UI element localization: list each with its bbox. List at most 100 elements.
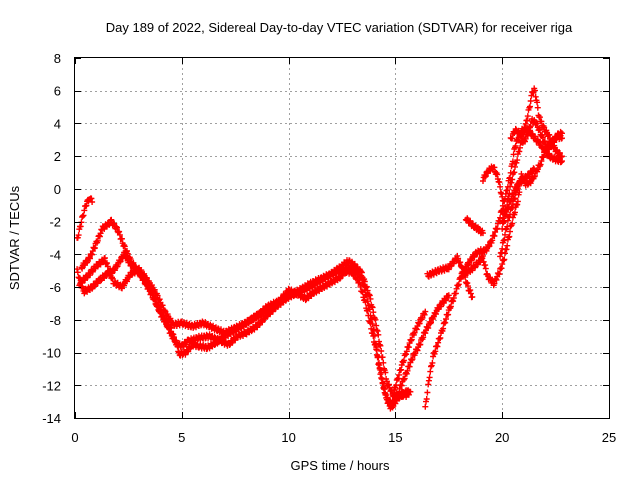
data-point — [80, 212, 87, 219]
data-track — [74, 195, 96, 241]
plot-frame — [74, 57, 610, 419]
data-point — [524, 113, 531, 120]
data-point — [424, 389, 431, 396]
data-point — [371, 332, 378, 339]
axis-ticks — [75, 58, 610, 419]
chart-title: Day 189 of 2022, Sidereal Day-to-day VTE… — [106, 20, 573, 35]
data-point — [74, 269, 81, 276]
data-track — [462, 215, 486, 237]
data-point — [512, 209, 518, 216]
data-track — [390, 308, 429, 399]
data-point — [406, 363, 413, 370]
data-track — [480, 163, 508, 217]
data-point — [75, 232, 82, 239]
data-point — [527, 123, 534, 130]
data-point — [507, 228, 513, 235]
data-point — [445, 292, 452, 299]
data-point — [501, 236, 508, 243]
data-point — [504, 242, 511, 249]
data-point — [499, 197, 506, 204]
x-tick-labels: 0 5 10 15 20 25 — [71, 430, 616, 445]
data-point — [422, 403, 429, 410]
data-point — [527, 103, 533, 110]
x-tick-label: 15 — [388, 430, 402, 445]
data-point — [372, 316, 379, 323]
y-tick-label: 4 — [54, 116, 61, 131]
data-point — [111, 220, 118, 227]
data-point — [79, 265, 86, 272]
data-point — [423, 396, 430, 402]
data-point — [501, 256, 508, 263]
data-point — [380, 359, 387, 366]
data-point — [379, 354, 386, 361]
data-point — [367, 295, 374, 302]
data-point — [480, 230, 486, 237]
data-point — [121, 243, 128, 250]
y-tick-label: 2 — [54, 149, 61, 164]
data-point — [422, 308, 429, 315]
data-point — [148, 282, 155, 289]
y-tick-label: -14 — [42, 411, 61, 426]
data-point — [400, 376, 407, 383]
data-track — [424, 252, 476, 301]
data-point — [511, 169, 518, 176]
data-point — [514, 157, 521, 164]
data-point — [117, 258, 124, 265]
data-point — [77, 223, 84, 230]
data-point — [506, 190, 513, 197]
data-point — [532, 87, 538, 94]
data-point — [482, 265, 489, 272]
data-point — [143, 275, 150, 281]
data-point — [167, 324, 174, 331]
data-point — [507, 198, 514, 205]
data-point — [429, 359, 436, 366]
x-tick-label: 25 — [602, 430, 616, 445]
data-point — [369, 321, 376, 328]
data-track — [396, 292, 452, 392]
data-point — [390, 392, 397, 399]
data-track — [78, 216, 412, 408]
data-point — [376, 364, 383, 371]
data-track — [76, 255, 414, 400]
data-point — [514, 198, 521, 205]
x-tick-label: 20 — [495, 430, 509, 445]
data-point — [531, 166, 538, 173]
data-point — [407, 388, 414, 395]
data-point — [527, 98, 534, 104]
y-tick-labels: -14 -12 -10 -8 -6 -4 -2 0 2 4 6 8 — [42, 51, 61, 426]
data-point — [400, 357, 407, 364]
y-tick-label: -10 — [42, 346, 61, 361]
data-point — [469, 293, 476, 300]
data-point — [97, 230, 104, 237]
data-point — [455, 281, 462, 288]
data-point — [480, 252, 486, 259]
y-tick-label: -6 — [49, 280, 61, 295]
data-point — [379, 379, 386, 386]
data-points — [74, 85, 565, 412]
y-tick-label: -2 — [49, 215, 61, 230]
data-point — [116, 228, 123, 235]
data-point — [175, 348, 182, 355]
data-track — [507, 115, 565, 153]
data-point — [378, 348, 385, 354]
data-point — [426, 374, 433, 381]
data-point — [157, 309, 164, 316]
data-point — [121, 242, 128, 249]
data-point — [377, 371, 384, 378]
data-point — [559, 130, 565, 137]
data-point — [442, 319, 449, 326]
data-point — [509, 220, 516, 227]
data-point — [504, 223, 511, 230]
data-point — [375, 331, 382, 338]
y-tick-label: -8 — [49, 313, 61, 328]
y-tick-label: 8 — [54, 51, 61, 66]
data-point — [167, 315, 174, 322]
y-axis-label: SDTVAR / TECUs — [7, 185, 22, 290]
data-point — [104, 260, 110, 267]
data-point — [537, 161, 544, 168]
data-point — [114, 263, 121, 270]
data-point — [370, 309, 377, 316]
y-tick-label: -12 — [42, 378, 61, 393]
